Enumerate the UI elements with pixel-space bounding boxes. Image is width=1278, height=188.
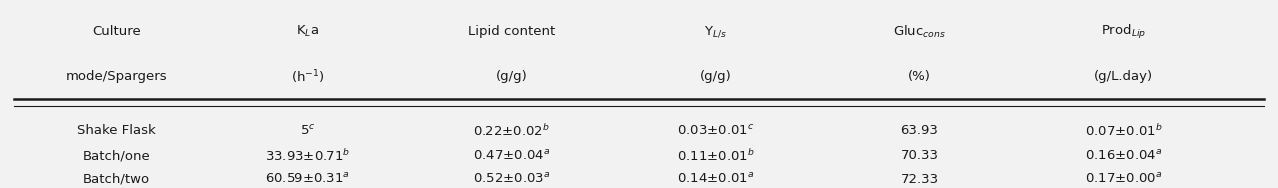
Text: (g/g): (g/g) — [699, 70, 731, 83]
Text: Batch/one: Batch/one — [82, 149, 150, 162]
Text: Shake Flask: Shake Flask — [77, 124, 156, 137]
Text: (%): (%) — [909, 70, 930, 83]
Text: 72.33: 72.33 — [901, 173, 938, 186]
Text: mode/Spargers: mode/Spargers — [65, 70, 167, 83]
Text: 0.07±0.01$^b$: 0.07±0.01$^b$ — [1085, 123, 1163, 139]
Text: 33.93±0.71$^b$: 33.93±0.71$^b$ — [265, 148, 350, 164]
Text: 0.16±0.04$^a$: 0.16±0.04$^a$ — [1085, 149, 1162, 163]
Text: (g/g): (g/g) — [496, 70, 528, 83]
Text: Batch/two: Batch/two — [83, 173, 150, 186]
Text: Lipid content: Lipid content — [468, 25, 555, 38]
Text: 0.47±0.04$^a$: 0.47±0.04$^a$ — [473, 149, 550, 163]
Text: Gluc$_{cons}$: Gluc$_{cons}$ — [893, 24, 946, 40]
Text: 0.22±0.02$^b$: 0.22±0.02$^b$ — [473, 123, 550, 139]
Text: 0.52±0.03$^a$: 0.52±0.03$^a$ — [473, 172, 550, 186]
Text: 63.93: 63.93 — [901, 124, 938, 137]
Text: 0.17±0.00$^a$: 0.17±0.00$^a$ — [1085, 172, 1162, 186]
Text: (g/L.day): (g/L.day) — [1094, 70, 1153, 83]
Text: 0.14±0.01$^a$: 0.14±0.01$^a$ — [677, 172, 754, 186]
Text: K$_L$a: K$_L$a — [295, 24, 320, 39]
Text: 5$^c$: 5$^c$ — [299, 124, 316, 138]
Text: 0.11±0.01$^b$: 0.11±0.01$^b$ — [676, 148, 754, 164]
Text: (h$^{-1}$): (h$^{-1}$) — [290, 68, 325, 86]
Text: 60.59±0.31$^a$: 60.59±0.31$^a$ — [265, 172, 350, 186]
Text: 0.03±0.01$^c$: 0.03±0.01$^c$ — [677, 124, 754, 138]
Text: Culture: Culture — [92, 25, 141, 38]
Text: 70.33: 70.33 — [901, 149, 938, 162]
Text: Y$_{L/s}$: Y$_{L/s}$ — [704, 25, 727, 39]
Text: Prod$_{Lip}$: Prod$_{Lip}$ — [1100, 23, 1146, 41]
